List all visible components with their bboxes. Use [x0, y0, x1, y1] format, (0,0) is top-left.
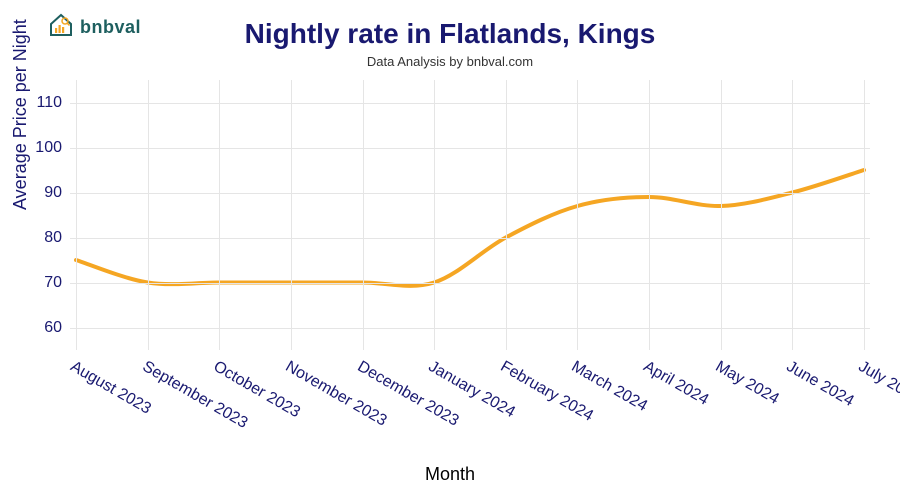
grid-line-horizontal: [70, 103, 870, 104]
x-tick-label: May 2024: [712, 358, 782, 409]
x-tick-label: June 2024: [783, 358, 857, 411]
grid-line-vertical: [577, 80, 578, 350]
x-axis-title: Month: [0, 464, 900, 485]
y-tick-label: 110: [36, 94, 62, 112]
x-tick-label: July 2024: [855, 358, 900, 408]
x-tick-label: August 2023: [67, 358, 154, 419]
grid-line-vertical: [506, 80, 507, 350]
chart-subtitle: Data Analysis by bnbval.com: [0, 54, 900, 69]
chart-container: { "brand": { "name": "bnbval" }, "chart"…: [0, 0, 900, 500]
grid-line-vertical: [721, 80, 722, 350]
grid-line-vertical: [363, 80, 364, 350]
grid-line-horizontal: [70, 148, 870, 149]
chart-title: Nightly rate in Flatlands, Kings: [0, 18, 900, 50]
y-axis-title: Average Price per Night: [10, 19, 31, 210]
plot-area: 60708090100110August 2023September 2023O…: [70, 80, 870, 350]
grid-line-vertical: [219, 80, 220, 350]
grid-line-vertical: [864, 80, 865, 350]
y-tick-label: 80: [44, 229, 62, 247]
grid-line-horizontal: [70, 193, 870, 194]
grid-line-horizontal: [70, 328, 870, 329]
grid-line-vertical: [792, 80, 793, 350]
y-tick-label: 90: [44, 184, 62, 202]
y-tick-label: 100: [35, 139, 62, 157]
grid-line-vertical: [148, 80, 149, 350]
grid-line-vertical: [649, 80, 650, 350]
line-chart-svg: [70, 80, 870, 350]
y-tick-label: 60: [44, 319, 62, 337]
y-tick-label: 70: [44, 274, 62, 292]
price-line: [76, 170, 864, 286]
x-tick-label: April 2024: [640, 358, 711, 410]
grid-line-vertical: [291, 80, 292, 350]
grid-line-horizontal: [70, 238, 870, 239]
grid-line-vertical: [76, 80, 77, 350]
grid-line-vertical: [434, 80, 435, 350]
grid-line-horizontal: [70, 283, 870, 284]
